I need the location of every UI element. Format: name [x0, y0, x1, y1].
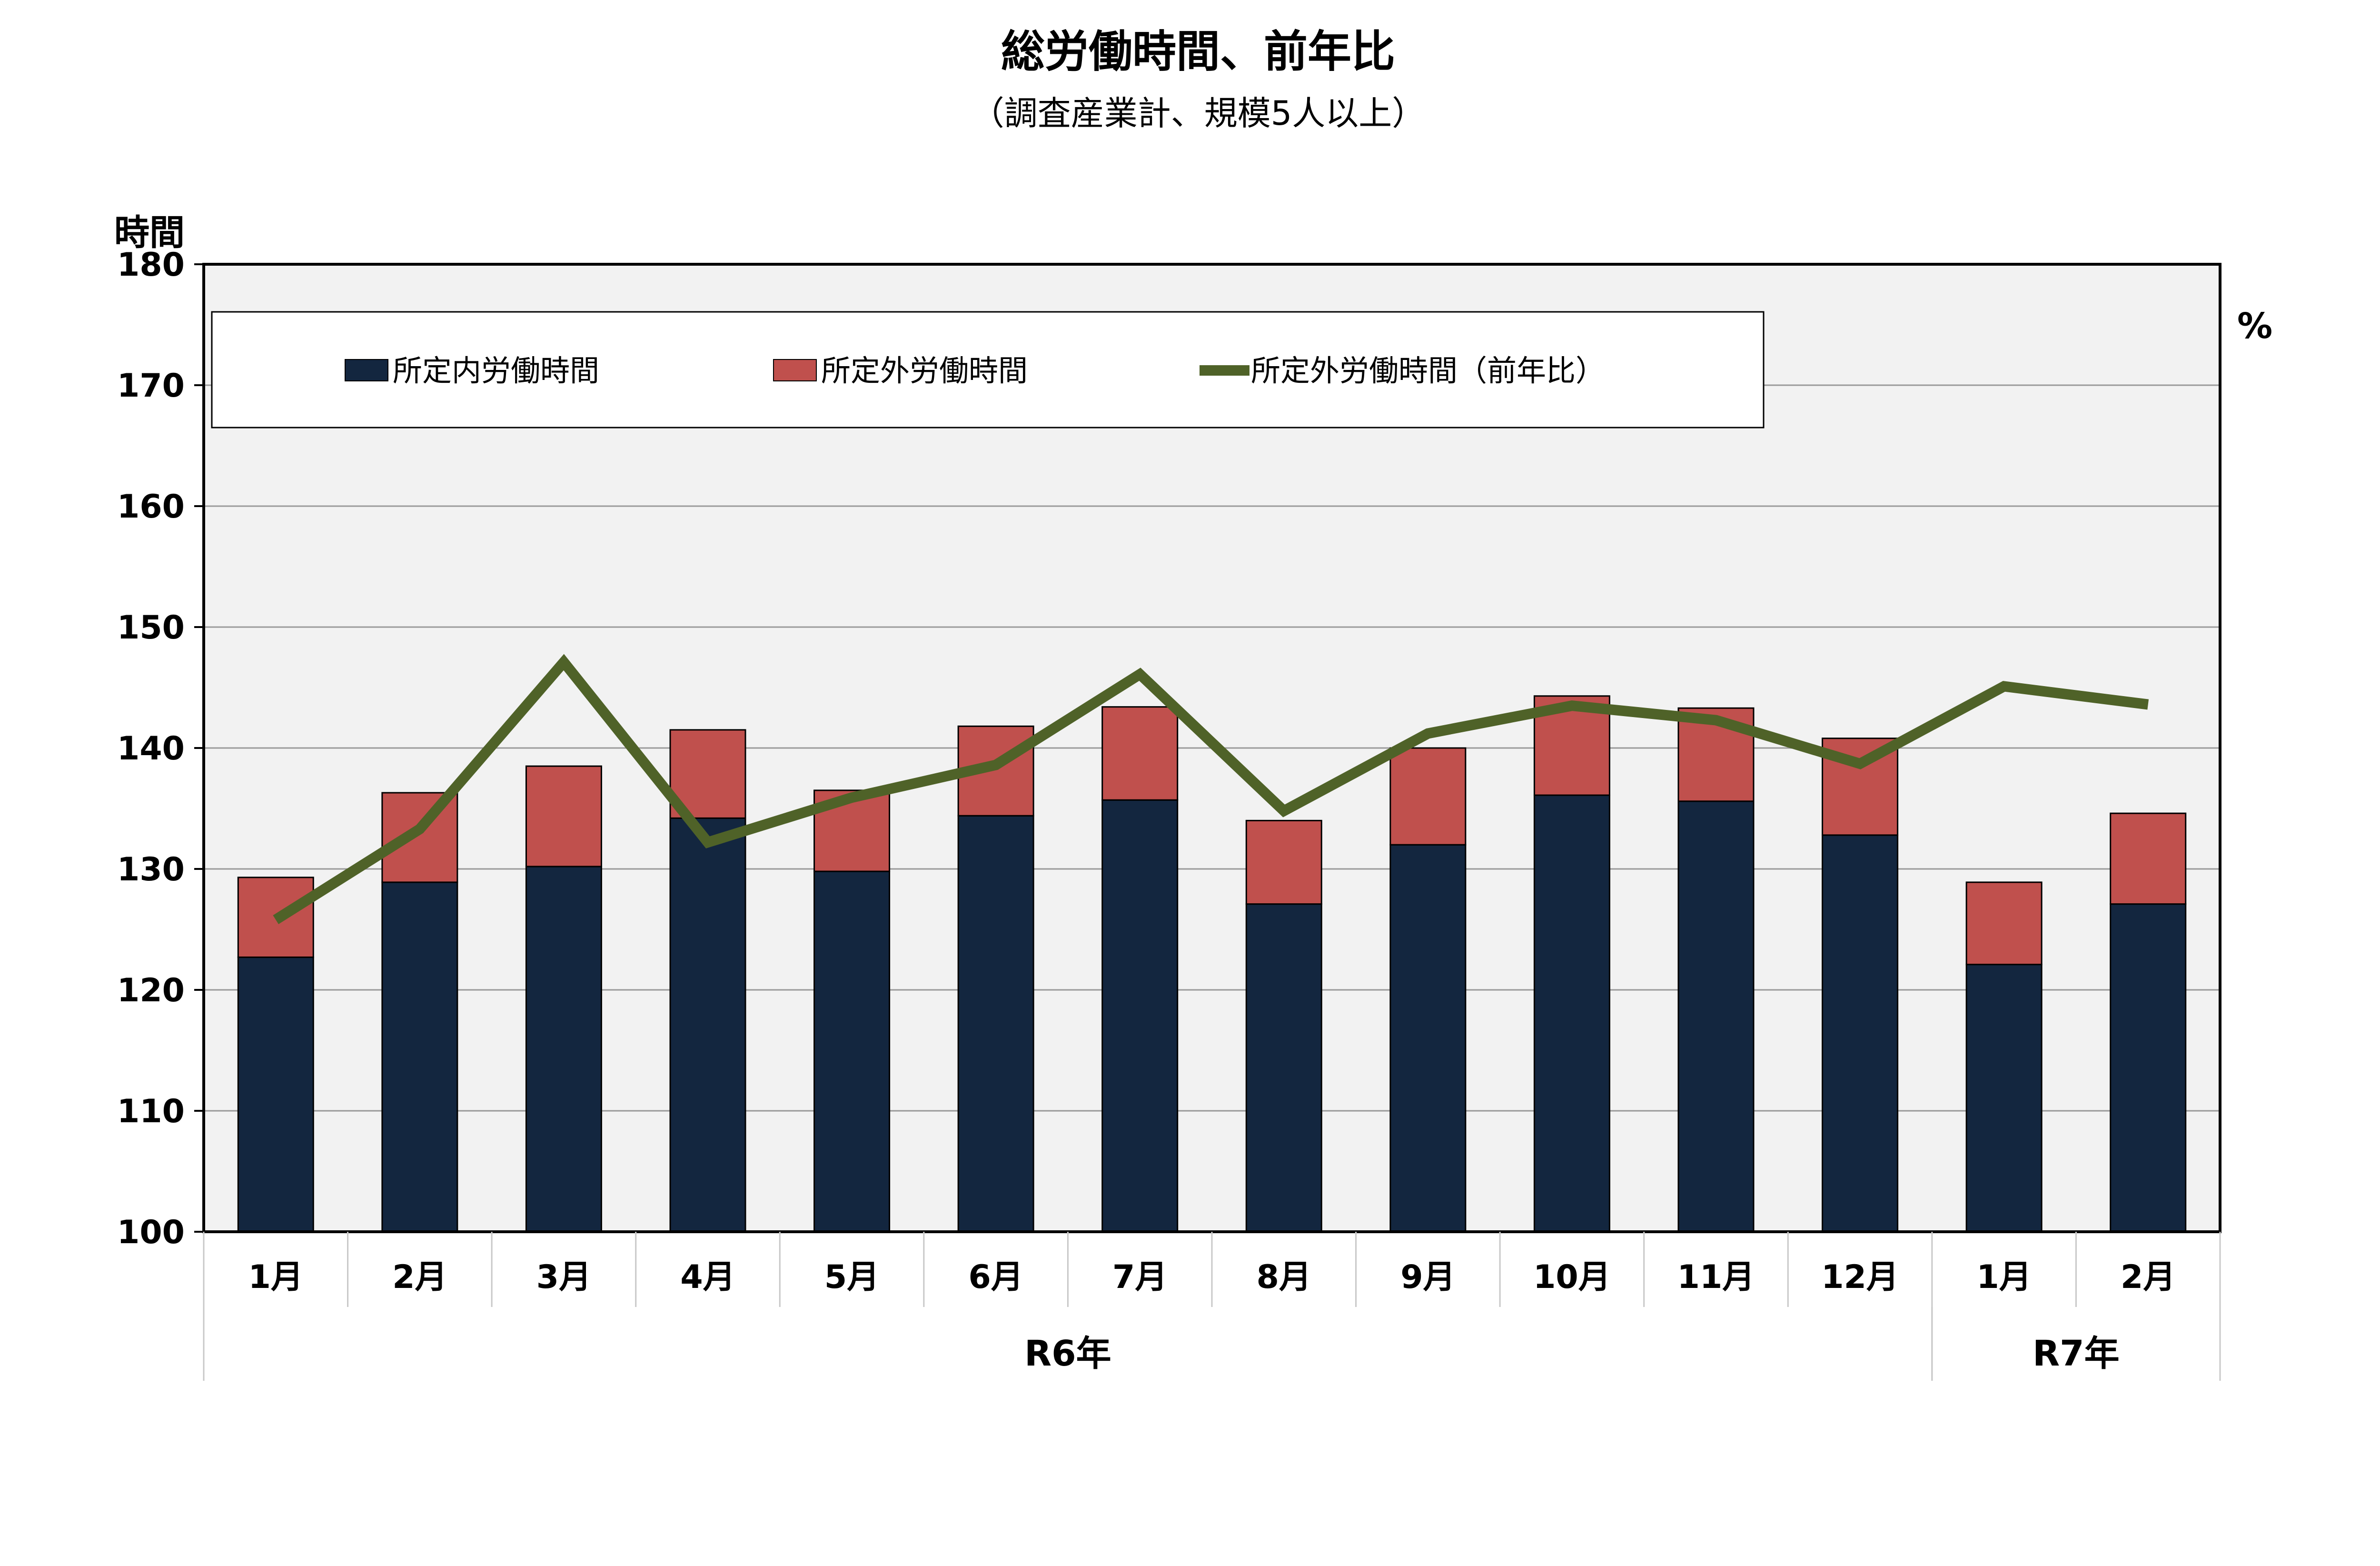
line-overtime-yoy — [273, 654, 2149, 924]
x-axis: 1月 2月 3月 4月 5月 6月 7月 8月 9月 10月 11月 12月 1月 2月 R6年 R7年 — [203, 1232, 2221, 1381]
bar-scheduled — [237, 956, 314, 1233]
bar-series — [237, 695, 2187, 1233]
bar-scheduled — [2110, 903, 2187, 1233]
year-group-label: R7年 — [2033, 1333, 2119, 1374]
chart-title: 総労働時間、前年比 — [1001, 26, 1395, 77]
x-tick-label: 6月 — [968, 1258, 1023, 1296]
year-group-label: R6年 — [1024, 1333, 1111, 1374]
chart-subtitle: （調査産業計、規模5人以上） — [971, 94, 1426, 133]
legend-label-overtime-yoy: 所定外労働時間（前年比） — [1251, 353, 1605, 388]
y-axis-ticks: 100 110 120 130 140 150 160 170 180 — [117, 246, 204, 1251]
bar-overtime — [1389, 747, 1467, 846]
y-axis-unit-left: 時間 — [114, 212, 185, 253]
bar-scheduled — [957, 815, 1034, 1233]
x-tick-label: 10月 — [1533, 1258, 1611, 1296]
y-tick-label: 160 — [117, 488, 185, 526]
y-tick-label: 140 — [117, 730, 185, 768]
bar-scheduled — [1677, 800, 1755, 1233]
y-tick-label: 180 — [117, 246, 185, 284]
bar-overtime — [237, 877, 314, 958]
x-tick-label: 11月 — [1677, 1258, 1755, 1296]
bar-scheduled — [381, 881, 458, 1233]
y-axis-unit-right: % — [2237, 306, 2272, 347]
y-tick-label: 170 — [117, 367, 185, 405]
x-tick-label: 5月 — [824, 1258, 879, 1296]
x-tick-label: 2月 — [392, 1258, 447, 1296]
y-tick-label: 150 — [117, 609, 185, 647]
y-tick-label: 110 — [117, 1093, 185, 1130]
legend-label-scheduled: 所定内労働時間 — [393, 353, 599, 388]
bar-overtime — [2110, 812, 2187, 905]
x-tick-label: 4月 — [680, 1258, 735, 1296]
x-tick-label: 8月 — [1257, 1258, 1311, 1296]
bar-scheduled — [1965, 964, 2043, 1233]
bar-overtime — [1245, 819, 1322, 905]
legend-label-overtime: 所定外労働時間 — [821, 353, 1028, 388]
y-tick-label: 100 — [117, 1214, 185, 1251]
x-tick-label: 7月 — [1112, 1258, 1167, 1296]
bar-scheduled — [813, 870, 891, 1233]
bar-scheduled — [1822, 834, 1899, 1233]
bar-overtime — [1965, 881, 2043, 966]
x-tick-label: 1月 — [248, 1258, 303, 1296]
x-tick-label: 12月 — [1821, 1258, 1899, 1296]
x-tick-label: 2月 — [2121, 1258, 2175, 1296]
x-tick-label: 9月 — [1400, 1258, 1455, 1296]
line-series — [273, 654, 2149, 924]
bar-scheduled — [1533, 794, 1610, 1233]
bar-scheduled — [1101, 799, 1179, 1233]
x-tick-label: 3月 — [536, 1258, 591, 1296]
bar-scheduled — [1245, 903, 1322, 1233]
bar-scheduled — [669, 817, 746, 1233]
x-tick-label: 1月 — [1976, 1258, 2031, 1296]
bar-overtime — [1101, 706, 1179, 801]
legend-box — [211, 311, 1765, 429]
bar-overtime — [525, 765, 602, 868]
legend: 所定内労働時間 所定外労働時間 所定外労働時間（前年比） — [211, 311, 1765, 429]
legend-swatch-scheduled — [345, 359, 388, 381]
y-tick-label: 120 — [117, 972, 185, 1009]
bar-scheduled — [525, 866, 602, 1233]
bar-scheduled — [1389, 844, 1467, 1233]
legend-swatch-overtime — [773, 359, 817, 381]
y-tick-label: 130 — [117, 851, 185, 888]
